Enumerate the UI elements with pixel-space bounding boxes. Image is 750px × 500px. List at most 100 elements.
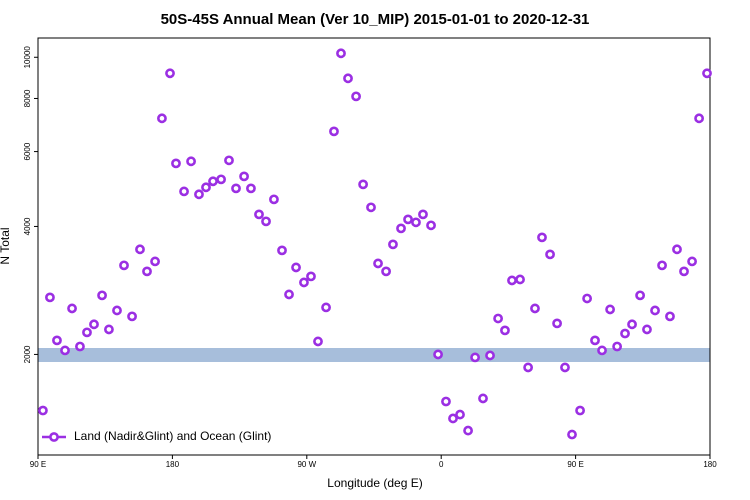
data-point — [313, 336, 323, 347]
data-point — [635, 290, 646, 301]
y-tick-label: 6000 — [23, 142, 32, 160]
data-point — [418, 209, 428, 220]
data-point — [127, 311, 137, 322]
data-point — [627, 319, 637, 330]
data-point — [441, 396, 451, 407]
data-point — [463, 425, 473, 436]
data-point — [329, 126, 339, 137]
data-point — [642, 324, 652, 335]
data-point — [672, 244, 682, 255]
data-point — [493, 313, 503, 324]
data-point — [433, 349, 443, 360]
data-point — [306, 271, 316, 282]
data-point — [284, 289, 294, 300]
data-point — [239, 171, 249, 182]
x-tick-label: 180 — [703, 460, 717, 469]
data-point — [605, 304, 615, 315]
data-point — [665, 311, 675, 322]
data-point — [358, 179, 368, 190]
data-point — [403, 214, 413, 225]
plot-frame — [37, 37, 711, 456]
x-tick-label: 180 — [166, 460, 180, 469]
data-point — [165, 68, 175, 79]
data-point — [612, 341, 623, 352]
data-point — [299, 277, 309, 288]
y-axis-label: N Total — [0, 227, 12, 264]
legend-marker — [49, 432, 59, 442]
data-point — [552, 318, 562, 329]
x-tick-label: 90 W — [297, 460, 316, 469]
data-point — [89, 319, 99, 330]
data-point — [470, 352, 480, 363]
data-point — [373, 258, 383, 269]
chart-title: 50S-45S Annual Mean (Ver 10_MIP) 2015-01… — [161, 11, 590, 28]
x-axis-label: Longitude (deg E) — [327, 476, 422, 490]
data-point — [82, 327, 92, 338]
data-point — [381, 266, 391, 277]
data-point — [150, 256, 160, 267]
data-point — [291, 262, 301, 273]
data-point — [179, 186, 189, 197]
data-point — [171, 158, 181, 169]
data-point — [478, 393, 488, 404]
ocean-band — [38, 348, 710, 362]
x-tick-label: 0 — [439, 460, 444, 469]
data-point — [135, 244, 145, 255]
data-point — [343, 73, 353, 84]
data-point — [455, 409, 465, 420]
data-point — [60, 345, 70, 356]
data-point — [537, 232, 547, 243]
legend-label: Land (Nadir&Glint) and Ocean (Glint) — [74, 429, 271, 443]
data-point — [336, 48, 346, 59]
data-point — [500, 325, 510, 336]
data-point — [650, 305, 660, 316]
data-point — [366, 202, 376, 213]
data-point — [687, 256, 697, 267]
data-point — [411, 217, 421, 228]
data-point — [254, 209, 264, 220]
data-point — [75, 341, 85, 352]
data-point — [269, 194, 279, 205]
data-point — [194, 189, 204, 200]
data-point — [523, 362, 534, 373]
data-point — [38, 405, 48, 416]
data-point — [388, 239, 398, 250]
data-point — [679, 266, 689, 277]
data-point — [694, 113, 704, 124]
data-point — [119, 260, 129, 271]
data-point — [620, 328, 630, 339]
data-point — [575, 405, 585, 416]
data-point — [560, 362, 570, 373]
data-point — [590, 335, 600, 346]
data-point — [45, 292, 55, 303]
data-point — [396, 223, 406, 234]
data-point — [582, 293, 592, 304]
data-point — [567, 429, 577, 440]
data-point — [426, 220, 436, 231]
data-point — [157, 113, 167, 124]
data-point — [485, 350, 495, 361]
data-point — [351, 91, 361, 102]
y-tick-label: 2000 — [23, 345, 32, 363]
data-point — [104, 324, 114, 335]
data-point — [231, 183, 241, 194]
data-point — [657, 260, 667, 271]
data-point — [530, 303, 540, 314]
data-point — [545, 249, 555, 260]
data-point — [112, 305, 122, 316]
y-tick-label: 4000 — [23, 217, 32, 235]
x-tick-label: 90 E — [30, 460, 46, 469]
data-point — [216, 174, 226, 185]
data-point — [507, 275, 517, 286]
y-tick-label: 10000 — [23, 46, 32, 69]
data-point — [597, 345, 607, 356]
x-tick-label: 90 E — [567, 460, 583, 469]
data-point — [246, 183, 256, 194]
data-point — [201, 182, 211, 193]
data-point — [52, 335, 62, 346]
data-point — [186, 156, 196, 167]
data-point — [97, 290, 107, 301]
data-point — [702, 68, 712, 79]
data-point — [277, 245, 287, 256]
